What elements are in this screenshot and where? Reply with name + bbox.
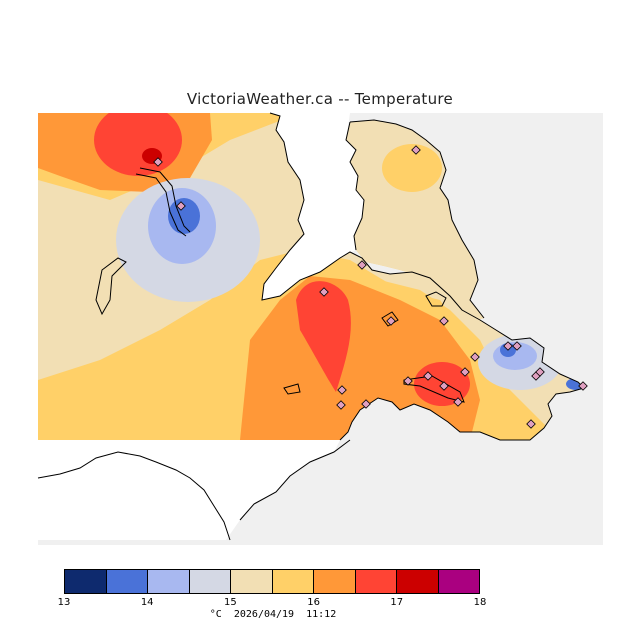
date-label: 2026/04/19	[233, 609, 295, 620]
map-title: VictoriaWeather.ca -- Temperature	[186, 90, 454, 108]
station-marker	[512, 341, 522, 351]
station-marker	[337, 385, 347, 395]
station-marker	[439, 316, 449, 326]
legend-swatch	[106, 570, 148, 593]
legend-swatch	[148, 570, 190, 593]
station-marker	[439, 381, 449, 391]
station-marker	[470, 352, 480, 362]
station-marker	[423, 371, 433, 381]
station-marker	[361, 399, 371, 409]
legend-swatch	[438, 570, 479, 593]
station-marker	[460, 367, 470, 377]
legend-swatch	[314, 570, 356, 593]
station-marker	[535, 367, 545, 377]
station-marker	[526, 419, 536, 429]
legend-swatch	[272, 570, 314, 593]
station-marker	[403, 376, 413, 386]
station-marker	[411, 145, 421, 155]
legend-tick-label: 17	[390, 597, 404, 608]
legend-swatch	[65, 570, 107, 593]
station-marker	[153, 157, 163, 167]
color-legend	[64, 569, 480, 594]
time-label: 11:12	[306, 609, 337, 620]
legend-tick-label: 16	[307, 597, 320, 608]
station-markers	[153, 145, 588, 429]
coastlines	[37, 112, 585, 541]
legend-swatch	[397, 570, 439, 593]
station-marker	[336, 400, 346, 410]
station-marker	[453, 397, 463, 407]
legend-tick-label: 13	[57, 597, 71, 608]
station-marker	[503, 341, 513, 351]
legend-swatch	[189, 570, 231, 593]
legend-tick-label: 18	[473, 597, 487, 608]
legend-swatch	[231, 570, 273, 593]
unit-label: °C	[209, 609, 222, 620]
legend-swatch	[355, 570, 397, 593]
station-marker	[357, 260, 367, 270]
footer-timestamp: °C 2026/04/19 11:12	[0, 609, 546, 620]
station-marker	[386, 316, 396, 326]
station-marker	[176, 201, 186, 211]
station-marker	[578, 381, 588, 391]
legend-tick-label: 15	[224, 597, 237, 608]
station-marker	[319, 287, 329, 297]
legend-tick-label: 14	[140, 597, 154, 608]
